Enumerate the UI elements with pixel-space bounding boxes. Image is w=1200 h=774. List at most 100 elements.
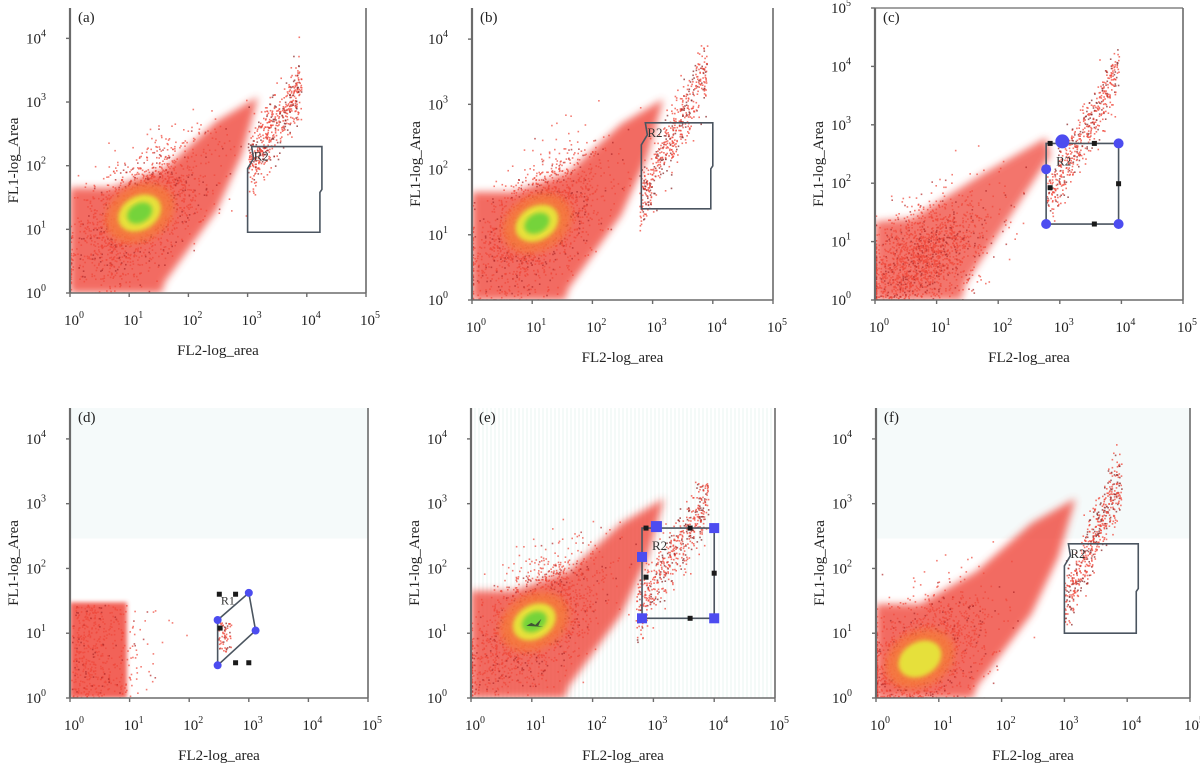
gate-handle-small[interactable]: [233, 660, 238, 665]
gate-handle[interactable]: [252, 627, 260, 635]
y-tick-label: 104: [428, 29, 448, 48]
gate-handle[interactable]: [1041, 219, 1051, 229]
x-tick-label: 104: [1121, 715, 1141, 734]
y-tick-label: 102: [26, 156, 46, 175]
x-tick-label: 100: [869, 317, 889, 336]
gate-handle-small[interactable]: [1092, 222, 1097, 227]
y-tick-label: 104: [427, 429, 447, 448]
y-tick-label: 103: [26, 92, 46, 111]
x-tick-label: 105: [1184, 715, 1200, 734]
x-axis-title: FL2-log_area: [177, 343, 259, 359]
gate-r1[interactable]: R1: [214, 589, 260, 669]
y-tick-label: 101: [26, 219, 46, 238]
y-tick-label: 101: [832, 623, 852, 642]
x-tick-label: 102: [586, 317, 606, 336]
gate-handle-small[interactable]: [712, 571, 717, 576]
y-tick-label: 102: [427, 558, 447, 577]
x-tick-label: 101: [931, 317, 951, 336]
x-tick-label: 102: [183, 715, 203, 734]
gate-label: R2: [1056, 153, 1071, 168]
y-tick-label: 100: [26, 283, 46, 302]
panel-label: (b): [480, 10, 498, 26]
x-tick-label: 100: [64, 310, 84, 329]
y-tick-label: 103: [427, 494, 447, 513]
gate-label: R2: [1070, 546, 1085, 561]
x-tick-label: 104: [708, 715, 728, 734]
y-tick-label: 101: [428, 225, 448, 244]
x-tick-label: 105: [360, 310, 380, 329]
gate-handle-small[interactable]: [644, 575, 649, 580]
y-tick-label: 103: [831, 115, 851, 134]
y-axis-title: FL1-log_Area: [408, 121, 424, 207]
panel-label: (c): [883, 10, 900, 26]
gate-handle[interactable]: [245, 589, 253, 597]
gate-handle-small[interactable]: [1092, 141, 1097, 146]
gate-handle-small[interactable]: [1116, 181, 1121, 186]
scatter-points: [472, 45, 708, 301]
gate-handle[interactable]: [1055, 134, 1069, 148]
gate-handle-small[interactable]: [218, 626, 223, 631]
x-tick-label: 103: [647, 317, 667, 336]
x-axis-title: FL2-log_area: [992, 748, 1074, 764]
gate-handle[interactable]: [709, 523, 719, 533]
gate-handle[interactable]: [214, 616, 222, 624]
x-tick-label: 104: [707, 317, 727, 336]
gate-handle[interactable]: [637, 552, 647, 562]
x-tick-label: 103: [647, 715, 667, 734]
x-tick-label: 101: [933, 715, 953, 734]
y-tick-label: 104: [26, 28, 46, 47]
panel-f: 100101102103104105100101102103104FL2-log…: [812, 408, 1200, 764]
y-axis-title: FL1-log_Area: [812, 520, 828, 606]
gate-r2[interactable]: R2: [641, 123, 712, 209]
y-axis-title: FL1-log_Area: [6, 117, 22, 203]
y-tick-label: 103: [26, 494, 46, 513]
y-tick-label: 101: [427, 623, 447, 642]
scatter-points: [875, 49, 1120, 301]
gate-handle-small[interactable]: [1048, 141, 1053, 146]
y-axis-title: FL1-log_Area: [6, 520, 22, 606]
gate-handle[interactable]: [637, 613, 647, 623]
scatter-points: [70, 602, 232, 699]
gate-handle[interactable]: [651, 521, 662, 532]
y-tick-label: 102: [428, 160, 448, 179]
gate-handle[interactable]: [1114, 138, 1124, 148]
x-tick-label: 102: [996, 715, 1016, 734]
gate-handle-small[interactable]: [688, 616, 693, 621]
x-tick-label: 103: [1054, 317, 1074, 336]
gate-handle-small[interactable]: [1048, 185, 1053, 190]
x-tick-label: 104: [302, 715, 322, 734]
y-tick-label: 104: [26, 429, 46, 448]
x-tick-label: 101: [123, 310, 143, 329]
y-tick-label: 100: [831, 290, 851, 309]
gate-handle-small[interactable]: [644, 526, 649, 531]
gate-handle-small[interactable]: [688, 526, 693, 531]
x-tick-label: 104: [1115, 317, 1135, 336]
y-tick-label: 101: [26, 623, 46, 642]
y-axis-title: FL1-log_Area: [407, 520, 423, 606]
y-tick-label: 104: [831, 56, 851, 75]
gate-handle[interactable]: [1114, 219, 1124, 229]
gate-handle[interactable]: [214, 661, 222, 669]
gate-handle[interactable]: [1041, 164, 1051, 174]
gate-label: R2: [254, 149, 269, 164]
gate-handle-small[interactable]: [246, 660, 251, 665]
panel-label: (a): [78, 10, 95, 26]
y-axis-title: FL1-log_Area: [811, 121, 827, 207]
x-tick-label: 102: [182, 310, 202, 329]
x-tick-label: 101: [526, 715, 546, 734]
x-tick-label: 101: [526, 317, 546, 336]
x-tick-label: 100: [870, 715, 890, 734]
x-tick-label: 101: [124, 715, 144, 734]
x-axis-title: FL2-log_area: [582, 350, 664, 366]
x-tick-label: 103: [1058, 715, 1078, 734]
x-axis-title: FL2-log_area: [178, 748, 260, 764]
x-tick-label: 100: [465, 715, 485, 734]
gate-handle[interactable]: [709, 613, 719, 623]
gate-r2[interactable]: R2: [248, 147, 322, 233]
